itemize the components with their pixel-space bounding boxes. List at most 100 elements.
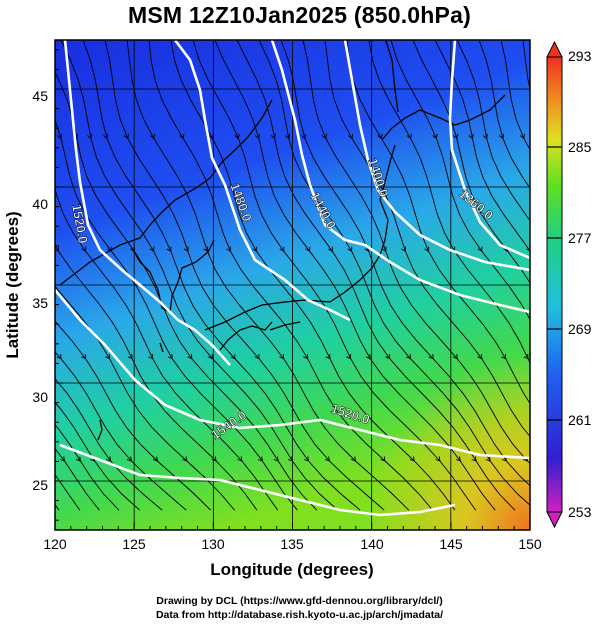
streamline-arrow <box>75 456 81 462</box>
x-axis-label: Longitude (degrees) <box>210 560 373 579</box>
colorbar-tick-label: 293 <box>568 48 592 64</box>
streamline-arrow <box>105 353 111 360</box>
streamline-arrow <box>564 354 568 359</box>
height-contours <box>55 40 530 517</box>
x-tick-label: 120 <box>43 536 67 552</box>
streamline-arrow <box>211 456 217 462</box>
streamline-arrow <box>348 133 354 140</box>
page-title: MSM 12Z10Jan2025 (850.0hPa) <box>128 2 471 28</box>
colorbar-tick-label: 261 <box>568 412 592 428</box>
y-axis-ticks <box>55 49 63 521</box>
streamline-arrow <box>254 353 260 360</box>
y-tick-label: 40 <box>32 196 48 212</box>
streamline-arrow <box>468 133 474 140</box>
streamline-arrow <box>482 133 488 140</box>
streamline-arrow <box>123 133 129 140</box>
streamline-arrow <box>284 133 291 140</box>
x-tick-label: 125 <box>122 536 146 552</box>
streamline-arrow <box>409 456 415 462</box>
streamline-arrow <box>208 353 213 360</box>
streamline-arrow <box>33 354 37 359</box>
streamline-arrow <box>257 456 263 462</box>
streamline <box>500 40 530 151</box>
streamline-arrow <box>485 456 491 462</box>
streamline <box>126 40 410 511</box>
streamline <box>55 186 279 511</box>
x-axis-ticks <box>54 522 531 530</box>
streamline-arrow <box>152 456 158 462</box>
streamline-arrow <box>208 133 214 140</box>
streamline-arrow <box>234 133 240 140</box>
x-tick-label: 130 <box>201 536 225 552</box>
streamline <box>82 40 361 511</box>
streamline-arrow <box>519 133 526 140</box>
streamline-arrow <box>56 353 62 360</box>
streamline-arrow <box>252 246 258 252</box>
streamline <box>104 40 385 511</box>
streamline-arrow <box>563 247 567 252</box>
streamline-arrow <box>303 353 309 360</box>
streamline-arrow <box>424 246 430 252</box>
streamline <box>258 40 530 506</box>
streamline-arrow <box>230 353 236 360</box>
streamline-arrow <box>347 246 353 252</box>
streamline-arrow <box>305 246 311 252</box>
streamline <box>55 320 212 511</box>
colorbar: 293 285 277 269 261 253 <box>546 40 592 529</box>
streamline-arrow <box>406 353 411 360</box>
streamline-arrow <box>14 456 19 461</box>
y-tick-label: 45 <box>32 88 48 104</box>
streamline <box>60 40 339 511</box>
colorbar-top-arrow <box>546 40 563 58</box>
streamline-arrow <box>324 456 330 462</box>
streamline-arrow <box>106 456 112 462</box>
streamline <box>55 377 163 511</box>
streamline-arrow <box>580 247 584 252</box>
streamline-arrow <box>501 456 507 462</box>
x-tick-label: 140 <box>360 536 384 552</box>
streamline-arrow <box>498 133 505 140</box>
streamline-arrow <box>187 353 193 360</box>
streamline-arrow <box>501 353 507 360</box>
streamline <box>390 40 530 321</box>
colorbar-tick-label: 269 <box>568 321 592 337</box>
streamline-arrow <box>380 456 386 462</box>
streamline-arrow <box>346 353 352 360</box>
streamline-arrow <box>273 456 279 462</box>
streamline-arrow <box>279 246 285 252</box>
streamline-arrow <box>385 353 391 360</box>
streamline <box>346 40 530 405</box>
streamline-arrow <box>87 133 93 140</box>
streamline <box>589 40 599 510</box>
streamline-arrow <box>471 456 477 462</box>
streamline-arrow <box>325 353 331 360</box>
streamline-arrow <box>270 133 276 140</box>
streamline-arrow <box>350 456 357 462</box>
streamline-arrow <box>103 133 109 140</box>
streamline-arrow <box>477 246 483 252</box>
streamline-arrow <box>452 133 458 140</box>
streamline-arrow <box>377 133 383 140</box>
streamline-arrow <box>179 133 185 140</box>
streamline <box>236 40 516 511</box>
streamline-arrow <box>126 456 132 462</box>
streamline-arrow <box>107 246 113 252</box>
colorbar-tick-label: 285 <box>568 139 592 155</box>
streamline-arrow <box>381 246 387 252</box>
streamline <box>324 40 530 438</box>
streamline <box>55 401 141 511</box>
streamline-arrow <box>11 134 16 139</box>
streamline <box>148 40 434 511</box>
streamline-arrow <box>149 133 156 140</box>
streamline <box>456 40 530 222</box>
streamline <box>567 40 599 510</box>
streamline-arrow <box>127 353 133 360</box>
streamline-arrow <box>328 246 334 252</box>
streamline-arrow <box>435 456 441 462</box>
streamline-arrow <box>166 246 172 252</box>
streamline <box>280 40 530 487</box>
streamline-arrow <box>401 246 407 252</box>
streamline-arrow <box>237 456 243 462</box>
x-tick-label: 145 <box>439 536 463 552</box>
